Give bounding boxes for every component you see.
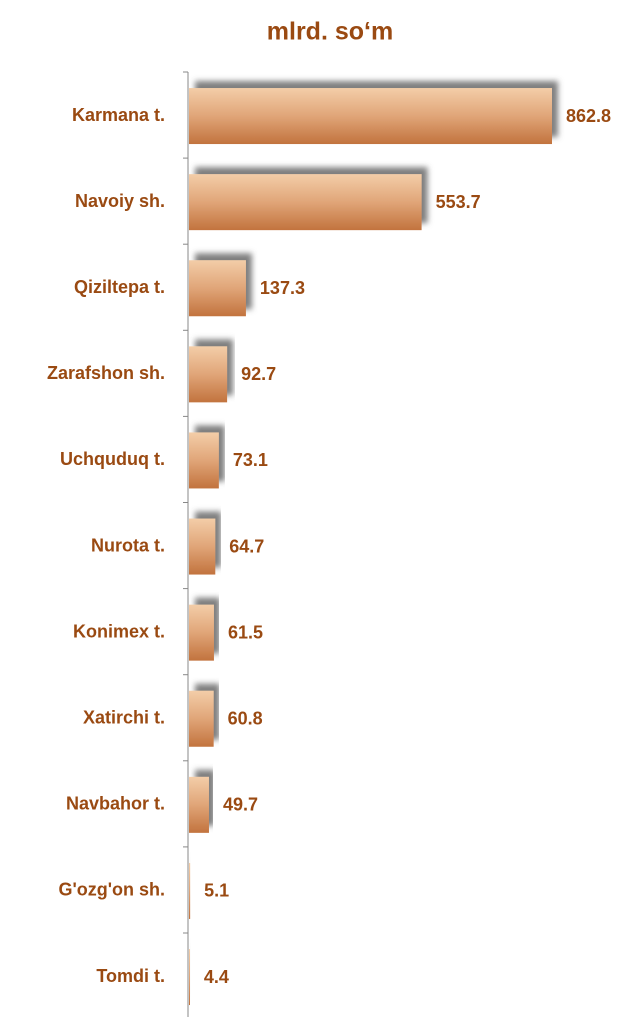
y-tick-label: Zarafshon sh.	[47, 363, 165, 383]
y-tick-label: Navoiy sh.	[75, 191, 165, 211]
data-label: 60.8	[228, 709, 263, 729]
y-tick-label: Konimex t.	[73, 621, 165, 641]
bar	[189, 346, 228, 403]
chart-title: mlrd. so‘m	[267, 18, 393, 46]
data-label: 4.4	[204, 967, 229, 987]
y-tick-label: Qiziltepa t.	[74, 277, 165, 297]
bar	[189, 432, 219, 489]
data-label: 61.5	[228, 622, 263, 642]
y-tick-label: G'ozg'on sh.	[58, 880, 165, 900]
bar	[189, 776, 209, 833]
data-label: 862.8	[566, 106, 611, 126]
bar	[189, 690, 214, 747]
y-tick-label: Nurota t.	[91, 535, 165, 555]
data-label: 92.7	[241, 364, 276, 384]
y-tick-label: Xatirchi t.	[83, 708, 165, 728]
data-label: 137.3	[260, 278, 305, 298]
data-label: 64.7	[229, 536, 264, 556]
y-tick-label: Uchquduq t.	[60, 449, 165, 469]
bar	[189, 88, 552, 145]
data-label: 73.1	[233, 450, 268, 470]
data-label: 5.1	[204, 881, 229, 901]
bar	[189, 604, 214, 661]
data-label: 49.7	[223, 795, 258, 815]
bar	[189, 260, 246, 317]
y-tick-label: Karmana t.	[72, 105, 165, 125]
bar	[189, 949, 190, 1006]
y-tick-label: Navbahor t.	[66, 794, 165, 814]
y-tick-label: Tomdi t.	[96, 966, 165, 986]
bar	[189, 518, 216, 575]
bar	[189, 862, 191, 919]
data-label: 553.7	[436, 192, 481, 212]
bar	[189, 174, 422, 231]
